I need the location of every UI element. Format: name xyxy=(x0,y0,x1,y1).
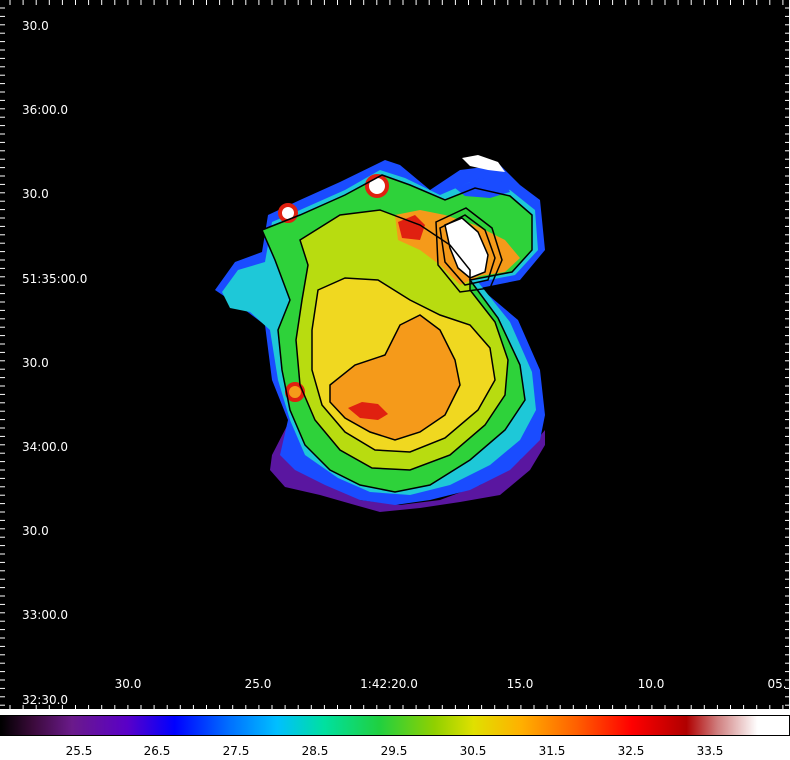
dec-label-8: 33:00.0 xyxy=(22,608,69,622)
dec-label-5: 30.0 xyxy=(22,356,49,370)
colorbar-tick: 33.5 xyxy=(696,744,724,758)
contour-lines xyxy=(261,174,533,493)
region-red-core xyxy=(348,402,388,420)
dec-label-1: 30.0 xyxy=(22,19,49,33)
dec-label-6: 34:00.0 xyxy=(22,440,69,454)
dec-label-4: 51:35:00.0 xyxy=(22,272,88,286)
region-white-source xyxy=(444,217,489,279)
colorbar-tick: 26.5 xyxy=(143,744,171,758)
colorbar-tick: 31.5 xyxy=(538,744,566,758)
colorbar-tick: 27.5 xyxy=(222,744,250,758)
source-top xyxy=(365,174,389,198)
colorbar-tick: 30.5 xyxy=(459,744,487,758)
colorbar-gradient xyxy=(0,715,790,736)
colorbar-tick: 25.5 xyxy=(65,744,93,758)
region-red-ne xyxy=(398,215,425,240)
intensity-map xyxy=(0,0,790,710)
dec-label-3: 30.0 xyxy=(22,187,49,201)
ra-label-6: 05. xyxy=(767,677,787,691)
dec-label-2: 36:00.0 xyxy=(22,103,69,117)
ra-label-5: 10.0 xyxy=(637,677,665,691)
colorbar-tick: 29.5 xyxy=(380,744,408,758)
ra-label-2: 25.0 xyxy=(244,677,272,691)
colorbar-panel: 25.5 26.5 27.5 28.5 29.5 30.5 31.5 32.5 … xyxy=(0,710,790,760)
dec-label-7: 30.0 xyxy=(22,524,49,538)
colorbar-tick: 28.5 xyxy=(301,744,329,758)
ra-label-1: 30.0 xyxy=(114,677,142,691)
source-left xyxy=(278,203,298,223)
region-white-top xyxy=(462,155,505,172)
axis-tick-marks xyxy=(0,0,790,710)
dec-label-9: 32:30.0 xyxy=(22,693,69,707)
ra-label-3: 1:42:20.0 xyxy=(360,677,418,691)
sky-image-plot: 30.0 36:00.0 30.0 51:35:00.0 30.0 34:00.… xyxy=(0,0,790,710)
colorbar-tick: 32.5 xyxy=(617,744,645,758)
ra-label-4: 15.0 xyxy=(506,677,534,691)
